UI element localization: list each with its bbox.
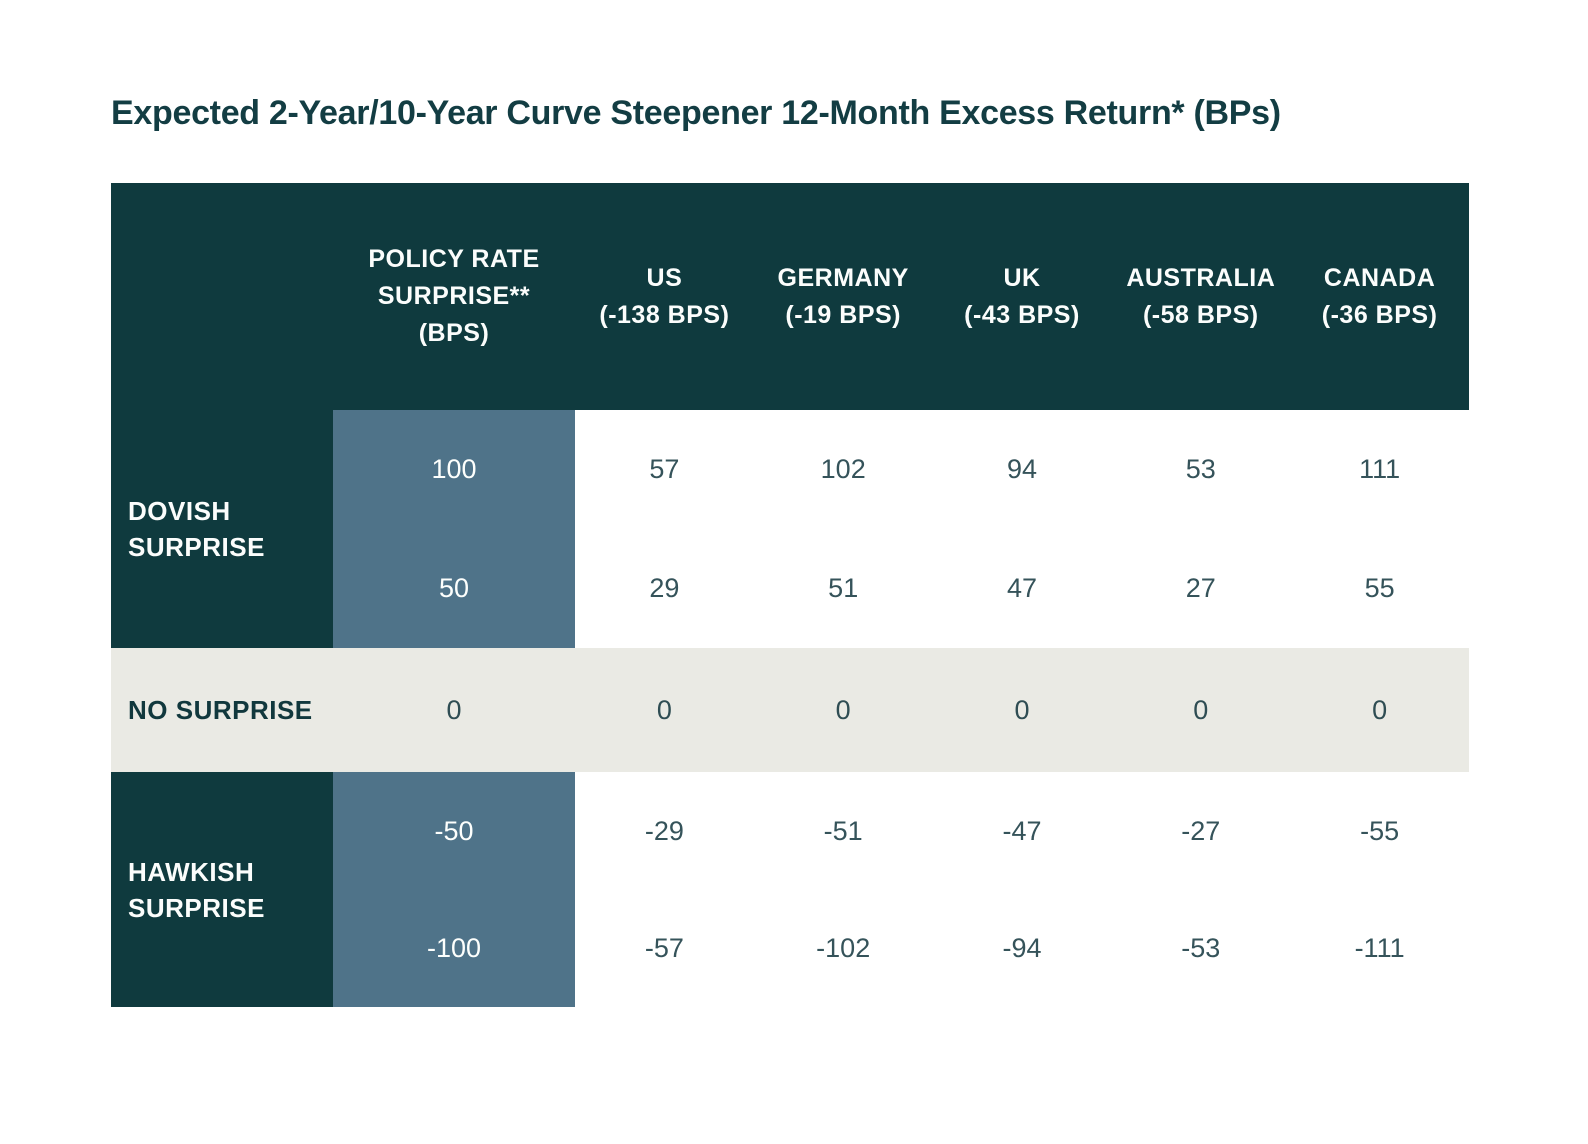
group-label-line: HAWKISH	[128, 856, 255, 887]
table-cell: 53	[1111, 410, 1291, 529]
row-group-label-no-surprise: NO SURPRISE	[111, 648, 333, 772]
row-group-label-hawkish-surprise: HAWKISH SURPRISE	[111, 772, 333, 1007]
country-shift: (-58 BPS)	[1142, 300, 1259, 329]
table-cell: 0	[1290, 648, 1469, 772]
policy-surprise-cell: -50	[333, 772, 575, 890]
table-cell: -102	[753, 890, 933, 1007]
group-label-line: DOVISH	[128, 496, 231, 526]
header-germany: GERMANY (-19 BPS)	[753, 183, 933, 410]
country-shift: (-36 BPS)	[1321, 300, 1438, 329]
table-cell: 55	[1290, 529, 1469, 648]
chart-title: Expected 2-Year/10-Year Curve Steepener …	[111, 94, 1281, 132]
table-cell: 27	[1111, 529, 1291, 648]
header-uk: UK (-43 BPS)	[932, 183, 1112, 410]
table-cell: -55	[1290, 772, 1469, 890]
table-cell: 102	[753, 410, 933, 529]
table-cell: -27	[1111, 772, 1291, 890]
policy-surprise-cell: 100	[333, 410, 575, 529]
table-cell: -51	[753, 772, 933, 890]
table-cell: 0	[575, 648, 754, 772]
header-corner-cell	[111, 183, 333, 410]
country-name: GERMANY	[777, 263, 909, 292]
table-cell: 29	[575, 529, 754, 648]
header-canada: CANADA (-36 BPS)	[1290, 183, 1469, 410]
policy-surprise-cell: 50	[333, 529, 575, 648]
header-australia: AUSTRALIA (-58 BPS)	[1111, 183, 1291, 410]
table-cell: -111	[1290, 890, 1469, 1007]
group-label-line: SURPRISE	[128, 532, 265, 562]
header-line: SURPRISE**	[377, 282, 531, 310]
table-cell: 57	[575, 410, 754, 529]
table-cell: 51	[753, 529, 933, 648]
steepener-return-table: POLICY RATE SURPRISE** (BPS) US (-138 BP…	[111, 183, 1469, 1007]
header-line: POLICY RATE	[368, 245, 540, 273]
group-label-line: SURPRISE	[128, 892, 265, 923]
country-shift: (-19 BPS)	[785, 300, 902, 329]
header-us: US (-138 BPS)	[575, 183, 754, 410]
country-shift: (-138 BPS)	[599, 300, 730, 329]
table-cell: 111	[1290, 410, 1469, 529]
country-name: AUSTRALIA	[1126, 263, 1276, 292]
country-name: CANADA	[1323, 263, 1436, 292]
country-shift: (-43 BPS)	[964, 300, 1080, 329]
country-name: US	[646, 263, 683, 292]
policy-surprise-cell: -100	[333, 890, 575, 1007]
table-cell: 0	[932, 648, 1112, 772]
table-cell: 0	[1111, 648, 1291, 772]
table-cell: -94	[932, 890, 1112, 1007]
table-cell: -53	[1111, 890, 1291, 1007]
table-cell: 94	[932, 410, 1112, 529]
header-line: (BPS)	[418, 319, 490, 347]
policy-surprise-cell: 0	[333, 648, 575, 772]
table-cell: -57	[575, 890, 754, 1007]
header-policy-rate-surprise: POLICY RATE SURPRISE** (BPS)	[333, 183, 575, 410]
table-cell: -29	[575, 772, 754, 890]
country-name: UK	[1003, 263, 1041, 292]
row-group-label-dovish-surprise: DOVISH SURPRISE	[111, 410, 333, 648]
table-cell: 47	[932, 529, 1112, 648]
table-cell: 0	[753, 648, 933, 772]
table-cell: -47	[932, 772, 1112, 890]
